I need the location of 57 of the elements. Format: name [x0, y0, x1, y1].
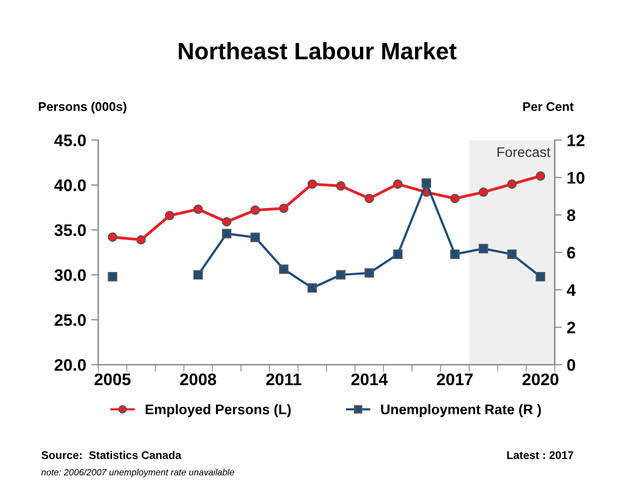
text: note: 2006/2007 unemployment rate unavailable — [41, 468, 234, 478]
point — [364, 194, 374, 204]
source-note: Source: Statistics Canada — [42, 450, 182, 460]
point — [507, 250, 517, 259]
y2-tick-label: 2 — [567, 322, 576, 334]
y-tick-label: 40.0 — [54, 179, 86, 192]
x-tick-label: 2020 — [522, 373, 558, 386]
point — [108, 272, 118, 282]
y-tick-label: 45.0 — [54, 134, 86, 146]
y-axis-title: Persons (000s) — [38, 102, 126, 114]
point — [193, 270, 203, 280]
point — [450, 250, 460, 259]
point — [193, 204, 203, 214]
point — [336, 270, 346, 280]
point — [393, 179, 403, 189]
y2-tick-label: 6 — [567, 246, 576, 259]
y2-tick-label: 0 — [567, 359, 576, 371]
point — [393, 250, 403, 259]
point — [536, 272, 546, 282]
point — [250, 232, 260, 242]
y-tick-label: 35.0 — [54, 224, 86, 236]
point — [222, 228, 232, 238]
y-tick-label: 30.0 — [54, 269, 86, 282]
point — [136, 235, 146, 245]
point — [108, 232, 118, 242]
y2-axis-title: Per Cent — [523, 102, 574, 112]
point — [478, 187, 488, 197]
point — [222, 217, 232, 227]
y2-tick-label: 4 — [566, 284, 576, 296]
band-label: Forecast — [498, 147, 550, 158]
y2-tick-label: 12 — [568, 134, 584, 146]
point — [507, 179, 517, 189]
x-tick-label: 2011 — [266, 373, 302, 386]
x-tick-label: 2008 — [180, 373, 216, 386]
legend-label: Employed Persons (L) — [146, 404, 291, 418]
y-tick-label: 20.0 — [54, 359, 86, 371]
point — [364, 268, 374, 278]
point — [422, 178, 432, 188]
point — [536, 171, 546, 181]
legend-label: Unemployment Rate (R ) — [381, 404, 541, 418]
x-tick-label: 2017 — [436, 373, 473, 386]
point — [278, 204, 288, 214]
point — [308, 179, 317, 189]
x-tick-label: 2005 — [94, 373, 131, 386]
point — [250, 205, 260, 215]
point — [308, 283, 317, 293]
point — [336, 181, 346, 191]
text: Latest : 2017 — [507, 451, 574, 460]
point — [278, 264, 288, 274]
chart-title: Northeast Labour Market — [178, 42, 456, 60]
point — [450, 194, 460, 204]
y-tick-label: 25.0 — [54, 314, 86, 326]
y2-tick-label: 8 — [567, 209, 576, 222]
point — [478, 244, 488, 254]
y2-tick-label: 10 — [568, 172, 584, 184]
x-tick-label: 2014 — [351, 373, 388, 386]
point — [164, 210, 174, 220]
